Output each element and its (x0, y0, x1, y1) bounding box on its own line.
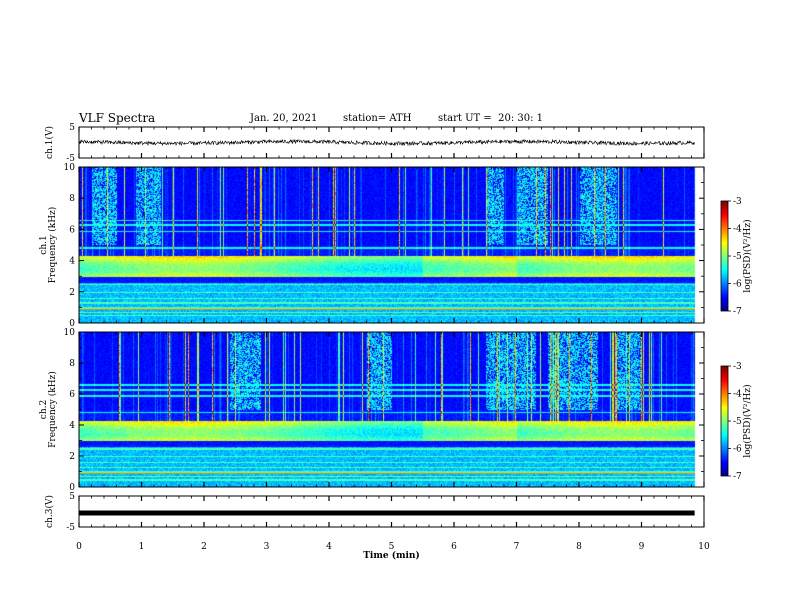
ch1-colorbar-image (721, 201, 728, 311)
y-axis-label: ch.2 (39, 400, 49, 419)
colorbar-tick-label: -3 (733, 197, 742, 207)
y-tick-label: 6 (69, 225, 75, 235)
y-tick-label: -5 (66, 523, 75, 533)
x-tick-label: 8 (576, 542, 582, 552)
x-tick-label: 2 (201, 542, 207, 552)
y-tick-label: 10 (64, 328, 76, 338)
date-label: Jan. 20, 2021 (250, 113, 318, 124)
colorbar-label: log(PSD)(V²/Hz) (742, 219, 753, 292)
y-tick-label: -5 (66, 154, 75, 164)
panel-frame-2 (78, 166, 705, 324)
start-time-label: start UT = 20: 30: 1 (438, 113, 544, 124)
ch1-spectrogram-image (79, 167, 704, 323)
x-axis-label: Time (min) (363, 550, 420, 561)
y-tick-label: 10 (64, 163, 76, 173)
colorbar-label: log(PSD)(V²/Hz) (742, 384, 753, 457)
y-tick-label: 4 (69, 257, 75, 267)
colorbar-tick-label: -7 (733, 472, 742, 482)
x-tick-label: 5 (389, 542, 395, 552)
y-tick-label: 8 (69, 194, 75, 204)
station-label: station= ATH (343, 113, 412, 124)
colorbar-frame (720, 200, 729, 312)
y-axis-label: ch.3(V) (44, 495, 55, 528)
x-tick-label: 0 (76, 542, 82, 552)
y-tick-label: 0 (69, 483, 75, 493)
y-tick-label: 5 (69, 123, 75, 133)
y-tick-label: 0 (69, 319, 75, 329)
colorbar-frame (720, 365, 729, 477)
colorbar-tick-label: -5 (733, 417, 742, 427)
x-tick-label: 10 (698, 542, 710, 552)
x-tick-label: 9 (639, 542, 645, 552)
panel-frame-3 (78, 331, 705, 488)
y-tick-label: 2 (69, 452, 75, 462)
colorbar-tick-label: -5 (733, 252, 742, 262)
colorbar-tick-label: -6 (733, 445, 742, 455)
y-axis-label: Frequency (kHz) (47, 371, 58, 448)
y-axis-label: ch.1(V) (44, 126, 55, 159)
y-tick-label: 8 (69, 359, 75, 369)
x-tick-label: 1 (139, 542, 145, 552)
colorbar-tick-label: -6 (733, 280, 742, 290)
y-tick-label: 5 (69, 492, 75, 502)
ch2-spectrogram-image (79, 332, 704, 487)
colorbar-tick-label: -4 (733, 390, 742, 400)
y-axis-label: ch.1 (39, 235, 49, 254)
colorbar-tick-label: -7 (733, 307, 742, 317)
colorbar-tick-label: -3 (733, 362, 742, 372)
x-tick-label: 7 (514, 542, 520, 552)
figure-title: VLF Spectra (79, 111, 156, 125)
colorbar-tick-label: -4 (733, 225, 742, 235)
y-tick-label: 4 (69, 421, 75, 431)
ch1-waveform-line (78, 138, 695, 147)
y-tick-label: 6 (69, 390, 75, 400)
x-tick-label: 4 (326, 542, 332, 552)
x-tick-label: 6 (451, 542, 457, 552)
y-axis-label: Frequency (kHz) (47, 207, 58, 284)
ch2-colorbar-image (721, 366, 728, 476)
y-tick-label: 2 (69, 288, 75, 298)
x-tick-label: 3 (264, 542, 270, 552)
